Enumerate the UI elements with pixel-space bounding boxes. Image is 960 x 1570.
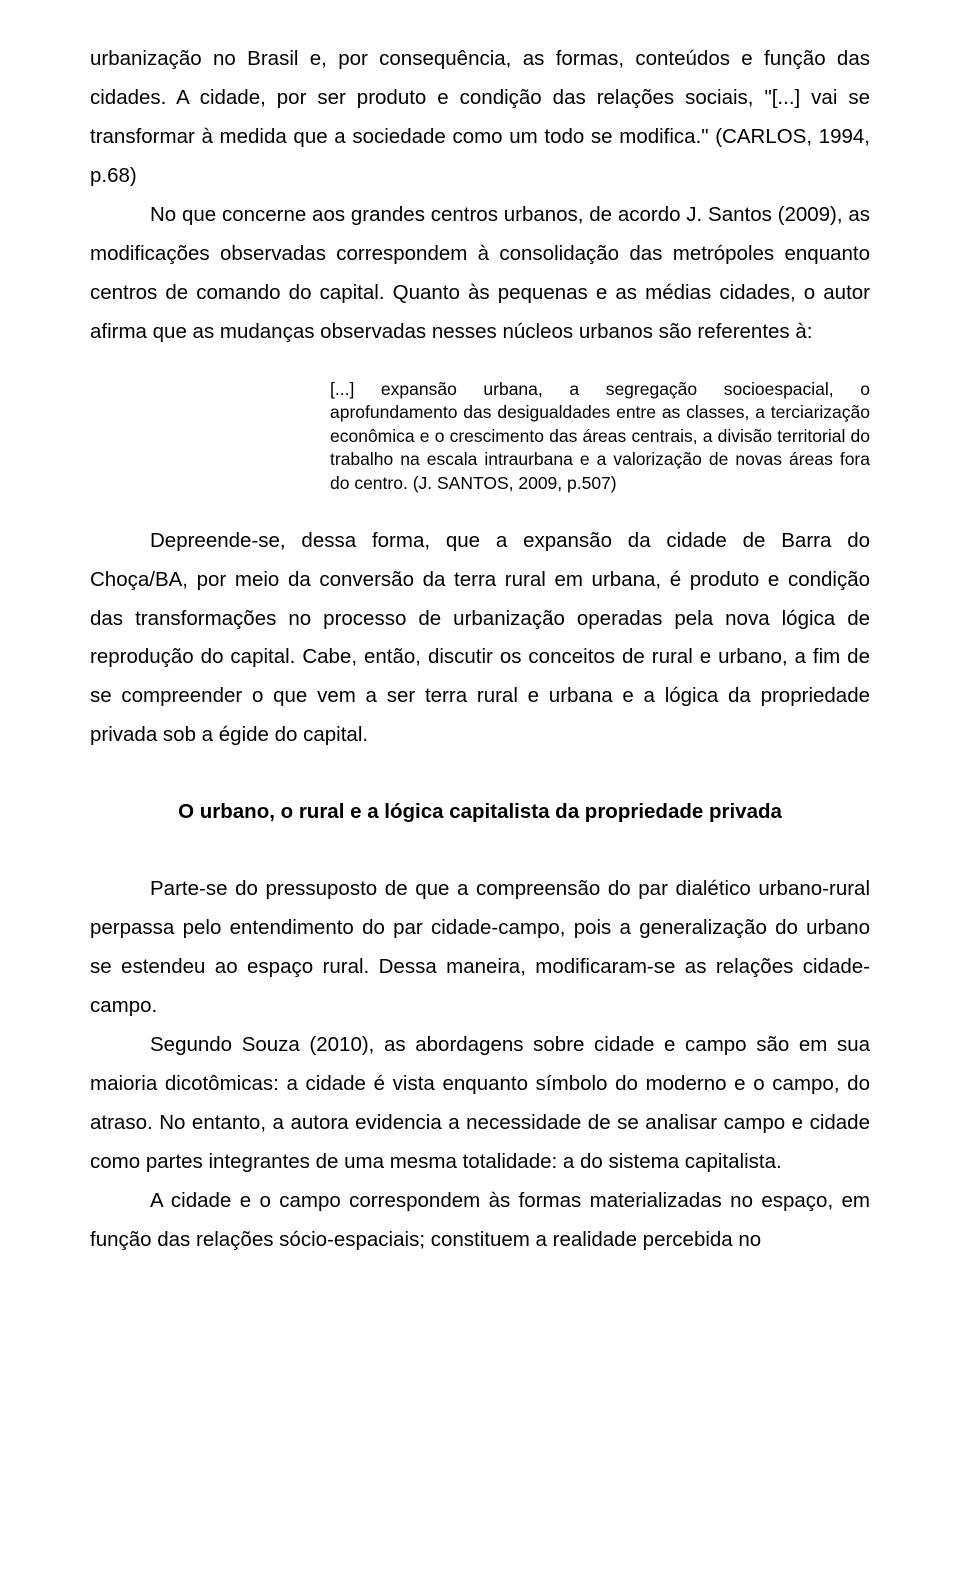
paragraph: Parte-se do pressuposto de que a compree… bbox=[90, 870, 870, 1026]
paragraph: Depreende-se, dessa forma, que a expansã… bbox=[90, 522, 870, 756]
paragraph-text: Depreende-se, dessa forma, que a expansã… bbox=[90, 529, 870, 747]
section-heading: O urbano, o rural e a lógica capitalista… bbox=[90, 793, 870, 832]
paragraph-text: A cidade e o campo correspondem às forma… bbox=[90, 1189, 870, 1251]
document-page: urbanização no Brasil e, por consequênci… bbox=[0, 0, 960, 1310]
block-quote: [...] expansão urbana, a segregação soci… bbox=[330, 378, 870, 496]
paragraph-text: urbanização no Brasil e, por consequênci… bbox=[90, 47, 870, 187]
paragraph: A cidade e o campo correspondem às forma… bbox=[90, 1182, 870, 1260]
paragraph-continuation: urbanização no Brasil e, por consequênci… bbox=[90, 40, 870, 196]
heading-text: O urbano, o rural e a lógica capitalista… bbox=[178, 800, 782, 823]
quote-text: [...] expansão urbana, a segregação soci… bbox=[330, 379, 870, 494]
paragraph-text: No que concerne aos grandes centros urba… bbox=[90, 203, 870, 343]
paragraph-text: Parte-se do pressuposto de que a compree… bbox=[90, 877, 870, 1017]
paragraph-text: Segundo Souza (2010), as abordagens sobr… bbox=[90, 1033, 870, 1173]
paragraph: Segundo Souza (2010), as abordagens sobr… bbox=[90, 1026, 870, 1182]
paragraph: No que concerne aos grandes centros urba… bbox=[90, 196, 870, 352]
